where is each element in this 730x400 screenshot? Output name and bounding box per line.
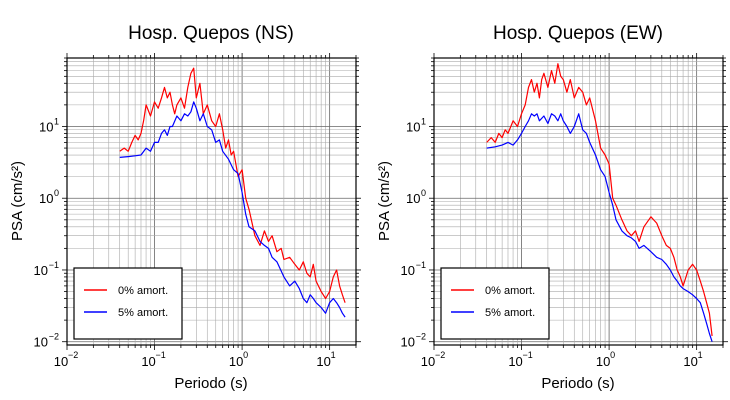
x-tick-label: 10 [596,354,610,369]
series-line-red [486,63,713,337]
x-tick-label-exponent: 0 [610,350,615,360]
y-axis-label-ew: PSA (cm/s²) [376,161,393,241]
series-line-red [119,67,346,303]
series-ew [486,63,713,342]
y-tick-label-exponent: −1 [49,260,59,270]
x-tick-label: 10 [508,354,522,369]
ticks-ns [62,53,361,350]
x-axis-label-ns: Periodo (s) [174,375,247,392]
y-tick-label: 10 [401,263,415,278]
panel-ns: Hosp. Quepos (NS) 10 −2 10 −1 10 0 10 1−210−110… [9,23,361,392]
y-tick-label: 10 [39,191,53,206]
chart-title-ns: Hosp. Quepos (NS) [128,23,294,44]
x-tick-label-exponent: 0 [243,350,248,360]
x-tick-label: 10 [229,354,243,369]
y-tick-label: 10 [401,335,415,350]
x-tick-label: 10 [683,354,697,369]
y-tick-label-exponent: 0 [421,188,426,198]
x-tick-label-exponent: −2 [435,350,445,360]
y-tick-label-exponent: −2 [416,332,426,342]
x-tick-label-exponent: 1 [698,350,703,360]
legend-box [440,267,550,340]
legend-ns: 0% amort. 5% amort. [73,267,183,340]
y-tick-label-exponent: −1 [416,260,426,270]
y-tick-label-exponent: 0 [54,188,59,198]
y-tick-label: 10 [34,335,48,350]
ticks-ew [429,53,728,350]
y-tick-label: 10 [406,119,420,134]
y-tick-label: 10 [34,263,48,278]
y-tick-label-exponent: 1 [421,116,426,126]
y-tick-label-exponent: 1 [54,116,59,126]
series-ns [119,67,346,318]
panel-ew: Hosp. Quepos (EW) 10 −2 10 −1 10 0 10 1−210−110… [376,23,728,392]
legend-label: 5% amort. [485,307,535,319]
x-tick-label-exponent: 1 [331,350,336,360]
x-tick-label-exponent: −2 [68,350,78,360]
legend-ew: 0% amort. 5% amort. [440,267,550,340]
x-tick-label: 10 [421,354,435,369]
y-tick-label: 10 [39,119,53,134]
x-tick-label: 10 [54,354,68,369]
chart-title-ew: Hosp. Quepos (EW) [493,23,663,44]
y-tick-label-exponent: −2 [49,332,59,342]
y-tick-label: 10 [406,191,420,206]
x-tick-label: 10 [141,354,155,369]
x-axis-label-ew: Periodo (s) [541,375,614,392]
x-tick-label-exponent: −1 [156,350,166,360]
legend-box [73,267,183,340]
series-line-blue [486,113,713,342]
legend-label: 5% amort. [118,307,168,319]
series-line-blue [119,101,346,318]
legend-label: 0% amort. [118,285,168,297]
y-axis-label-ns: PSA (cm/s²) [9,161,26,241]
x-tick-label-exponent: −1 [523,350,533,360]
legend-label: 0% amort. [485,285,535,297]
x-tick-label: 10 [316,354,330,369]
